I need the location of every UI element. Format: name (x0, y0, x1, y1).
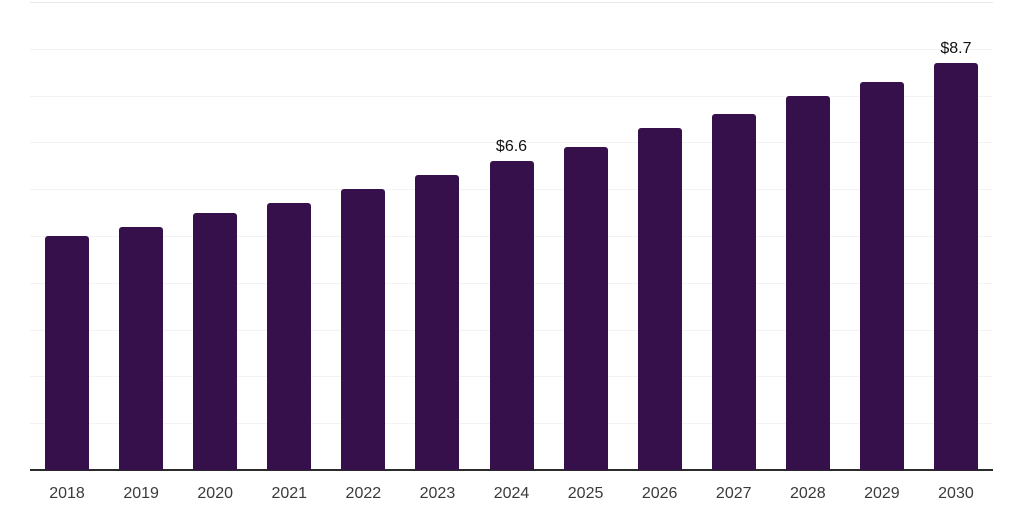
plot-top-border (30, 2, 993, 3)
x-tick-label-2018: 2018 (49, 485, 85, 502)
x-tick-label-2025: 2025 (567, 485, 604, 502)
x-tick-label-2030: 2030 (938, 485, 974, 502)
x-tick-label-2029: 2029 (864, 485, 900, 502)
gridline (30, 48, 993, 50)
bar-2022 (341, 189, 386, 470)
x-tick-label-2028: 2028 (790, 485, 826, 502)
bar-2029 (859, 81, 904, 470)
bar-2021 (267, 203, 312, 470)
bar-2026 (637, 128, 682, 470)
x-tick-label-2022: 2022 (345, 485, 382, 502)
x-tick-label-2021: 2021 (271, 485, 308, 502)
bar-2027 (711, 114, 756, 470)
x-axis-line (30, 469, 993, 471)
x-tick-label-2024: 2024 (493, 485, 530, 502)
bar-2018 (45, 236, 90, 470)
x-tick-label-2019: 2019 (123, 485, 159, 502)
gridline (30, 95, 993, 97)
bar-2024 (489, 161, 534, 470)
bar-2025 (563, 147, 608, 470)
x-tick-label-2027: 2027 (715, 485, 752, 502)
bar-2023 (415, 175, 460, 470)
bar-2020 (193, 212, 238, 470)
bar-value-label-2024: $6.6 (495, 138, 528, 156)
x-tick-label-2020: 2020 (197, 485, 233, 502)
bar-2030 (933, 62, 978, 470)
x-tick-label-2023: 2023 (419, 485, 456, 502)
bar-2028 (785, 95, 830, 470)
bar-value-label-2030: $8.7 (940, 39, 972, 57)
gridline (30, 142, 993, 144)
x-tick-label-2026: 2026 (641, 485, 678, 502)
bar-2019 (119, 226, 164, 470)
